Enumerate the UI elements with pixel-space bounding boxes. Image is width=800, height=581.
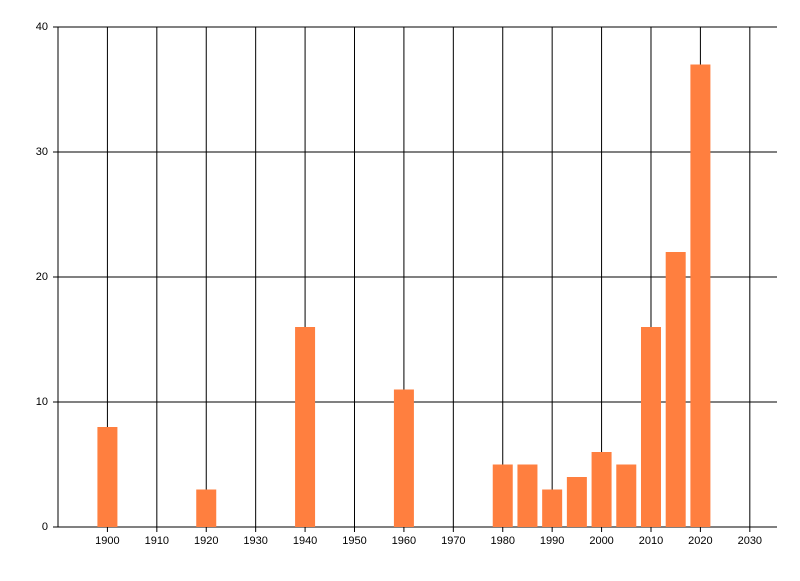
x-tick-label: 1940 bbox=[293, 535, 317, 547]
bar bbox=[542, 489, 563, 527]
bar bbox=[665, 252, 686, 527]
x-tick-label: 1980 bbox=[491, 535, 515, 547]
bar bbox=[616, 464, 637, 527]
bar bbox=[295, 327, 316, 527]
bar bbox=[566, 477, 587, 527]
bar bbox=[97, 427, 118, 527]
x-tick-label: 2000 bbox=[589, 535, 613, 547]
x-tick-label: 2010 bbox=[639, 535, 663, 547]
y-tick-label: 30 bbox=[36, 146, 48, 158]
x-tick-label: 1960 bbox=[392, 535, 416, 547]
bar bbox=[591, 452, 612, 527]
x-tick-label: 1950 bbox=[342, 535, 366, 547]
bar bbox=[196, 489, 217, 527]
x-tick-label: 1930 bbox=[243, 535, 267, 547]
x-tick-label: 1990 bbox=[540, 535, 564, 547]
bar bbox=[640, 327, 661, 527]
x-tick-label: 1920 bbox=[194, 535, 218, 547]
x-tick-label: 2030 bbox=[738, 535, 762, 547]
x-tick-label: 2020 bbox=[688, 535, 712, 547]
x-tick-label: 1900 bbox=[95, 535, 119, 547]
y-tick-label: 20 bbox=[36, 271, 48, 283]
bar bbox=[517, 464, 538, 527]
y-tick-label: 40 bbox=[36, 21, 48, 33]
x-tick-label: 1970 bbox=[441, 535, 465, 547]
y-tick-label: 0 bbox=[42, 521, 48, 533]
y-tick-label: 10 bbox=[36, 396, 48, 408]
bar bbox=[492, 464, 513, 527]
bar bbox=[393, 389, 414, 527]
x-tick-label: 1910 bbox=[145, 535, 169, 547]
bar bbox=[690, 64, 711, 527]
